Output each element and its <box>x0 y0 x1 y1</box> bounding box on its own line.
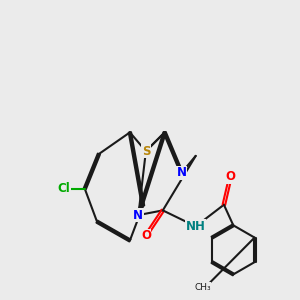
Text: N: N <box>134 208 143 222</box>
Text: N: N <box>177 166 187 179</box>
Text: O: O <box>226 170 236 183</box>
Text: CH₃: CH₃ <box>194 283 211 292</box>
Text: Cl: Cl <box>58 182 70 195</box>
Text: NH: NH <box>186 220 206 233</box>
Text: O: O <box>141 229 151 242</box>
Text: S: S <box>142 145 150 158</box>
